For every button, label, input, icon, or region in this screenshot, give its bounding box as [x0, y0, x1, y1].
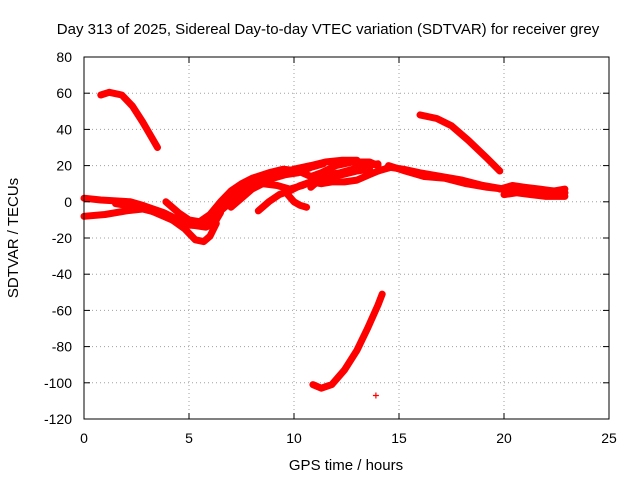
- axis-ticks: [83, 56, 610, 420]
- series-arc-dip: [309, 290, 386, 392]
- series-arc-high-early: [97, 88, 161, 151]
- chart-title: Day 313 of 2025, Sidereal Day-to-day VTE…: [57, 21, 600, 38]
- y-tick-label: 80: [56, 49, 72, 65]
- x-tick-label: 15: [391, 430, 407, 446]
- y-axis-label: SDTVAR / TECUs: [5, 178, 22, 298]
- y-tick-label: -120: [44, 411, 72, 427]
- x-tick-labels: 0 5 10 15 20 25: [80, 430, 617, 446]
- x-tick-label: 20: [496, 430, 512, 446]
- series-arc-mid-c: [217, 160, 327, 215]
- series-arc-mid-g: [307, 165, 374, 191]
- x-tick-label: 10: [286, 430, 302, 446]
- y-tick-label: -40: [52, 266, 72, 282]
- y-tick-label: -80: [52, 339, 72, 355]
- y-tick-labels: -120 -100 -80 -60 -40 -20 0 20 40 60 80: [44, 49, 72, 427]
- y-tick-label: -20: [52, 230, 72, 246]
- x-tick-label: 0: [80, 430, 88, 446]
- y-tick-label: 0: [64, 194, 72, 210]
- series-arc-high-late: [416, 111, 504, 175]
- y-tick-label: 20: [56, 158, 72, 174]
- series-arc-mid-b: [162, 158, 382, 226]
- x-tick-label: 25: [601, 430, 617, 446]
- y-tick-label: -60: [52, 302, 72, 318]
- y-tick-label: -100: [44, 375, 72, 391]
- data-traces: [80, 88, 569, 399]
- y-tick-label: 40: [56, 121, 72, 137]
- series-arc-late-d: [500, 189, 569, 200]
- x-tick-label: 5: [185, 430, 193, 446]
- x-axis-label: GPS time / hours: [289, 457, 403, 474]
- series-point-outlier: [372, 392, 379, 399]
- series-arc-mid-f: [284, 191, 311, 211]
- y-tick-label: 60: [56, 85, 72, 101]
- series-arc-late-c: [496, 182, 569, 197]
